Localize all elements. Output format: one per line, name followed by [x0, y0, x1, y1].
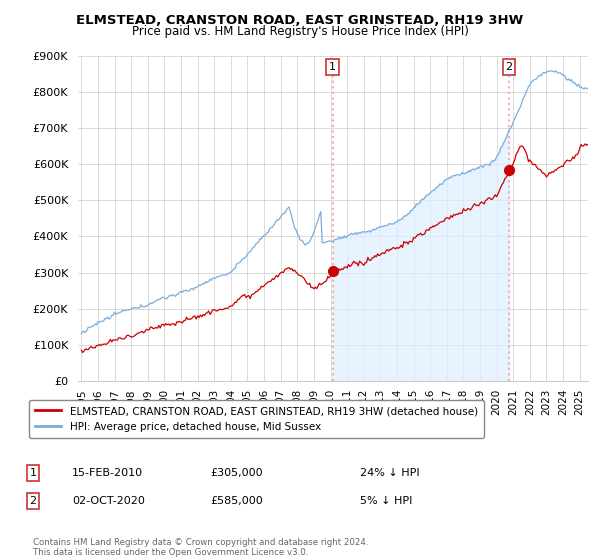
Text: Contains HM Land Registry data © Crown copyright and database right 2024.
This d: Contains HM Land Registry data © Crown c… [33, 538, 368, 557]
Text: 1: 1 [29, 468, 37, 478]
Text: Price paid vs. HM Land Registry's House Price Index (HPI): Price paid vs. HM Land Registry's House … [131, 25, 469, 38]
Legend: ELMSTEAD, CRANSTON ROAD, EAST GRINSTEAD, RH19 3HW (detached house), HPI: Average: ELMSTEAD, CRANSTON ROAD, EAST GRINSTEAD,… [29, 400, 484, 438]
Text: 24% ↓ HPI: 24% ↓ HPI [360, 468, 419, 478]
Text: 15-FEB-2010: 15-FEB-2010 [72, 468, 143, 478]
Text: ELMSTEAD, CRANSTON ROAD, EAST GRINSTEAD, RH19 3HW: ELMSTEAD, CRANSTON ROAD, EAST GRINSTEAD,… [76, 14, 524, 27]
Text: 1: 1 [329, 62, 336, 72]
Text: 5% ↓ HPI: 5% ↓ HPI [360, 496, 412, 506]
Text: 2: 2 [29, 496, 37, 506]
Text: £585,000: £585,000 [210, 496, 263, 506]
Text: 02-OCT-2020: 02-OCT-2020 [72, 496, 145, 506]
Text: 2: 2 [506, 62, 512, 72]
Text: £305,000: £305,000 [210, 468, 263, 478]
